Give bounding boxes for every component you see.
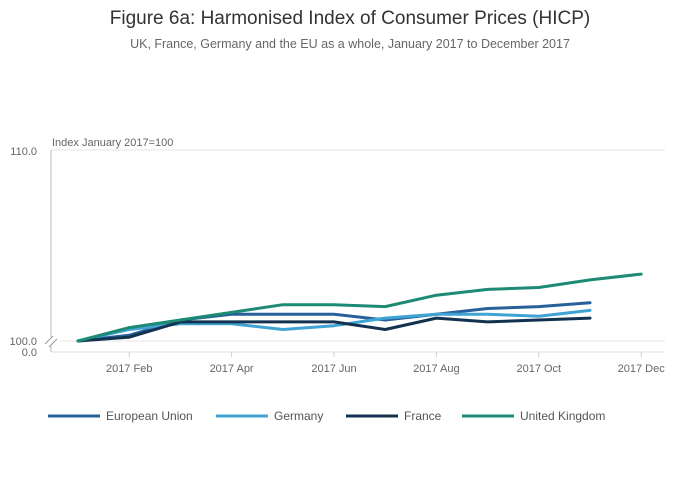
- legend-label: United Kingdom: [520, 409, 605, 423]
- series-line-france[interactable]: [76, 316, 592, 343]
- legend-label: European Union: [106, 409, 193, 423]
- x-tick-label: 2017 Dec: [618, 363, 666, 375]
- axis-break-icon: [44, 335, 60, 348]
- x-tick-label: 2017 Feb: [106, 363, 152, 375]
- x-tick-label: 2017 Oct: [516, 363, 561, 375]
- legend-label: France: [404, 409, 442, 423]
- x-tick-label: 2017 Jun: [311, 363, 356, 375]
- y-tick-label-base: 100.0: [9, 336, 37, 348]
- legend-item-united-kingdom[interactable]: United Kingdom: [462, 409, 605, 423]
- y-tick-label-zero: 0.0: [22, 347, 37, 359]
- x-tick-label: 2017 Aug: [413, 363, 460, 375]
- y-axis-label: Index January 2017=100: [52, 137, 173, 149]
- y-tick-label-top: 110.0: [10, 146, 37, 158]
- legend-item-france[interactable]: France: [346, 409, 442, 423]
- legend-item-germany[interactable]: Germany: [216, 409, 323, 423]
- chart-subtitle: UK, France, Germany and the EU as a whol…: [130, 37, 570, 51]
- chart-title: Figure 6a: Harmonised Index of Consumer …: [110, 8, 590, 29]
- series-line-united-kingdom[interactable]: [76, 272, 643, 343]
- x-tick-label: 2017 Apr: [210, 363, 254, 375]
- legend-item-european-union[interactable]: European Union: [48, 409, 193, 423]
- legend-label: Germany: [274, 409, 323, 423]
